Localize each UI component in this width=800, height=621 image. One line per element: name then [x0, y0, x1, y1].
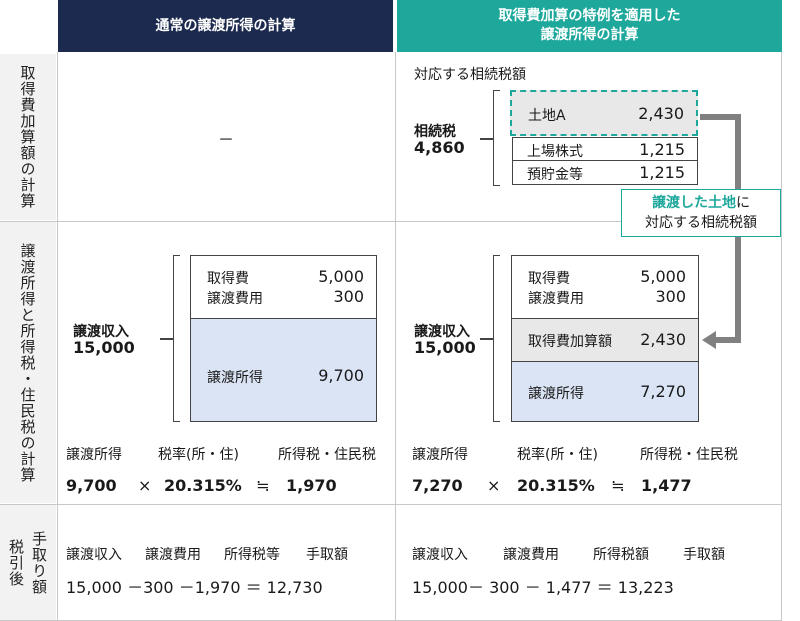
callout-line1: 譲渡した土地に — [622, 193, 780, 213]
special-calc-gain: 7,270 — [412, 476, 463, 495]
normal-calc-label-rate: 税率(所・住) — [158, 447, 239, 463]
normal-calc-gain: 9,700 — [66, 476, 117, 495]
special-gain-label: 譲渡所得 — [528, 386, 584, 402]
asset-row-stocks: 上場株式 1,215 — [512, 137, 698, 161]
asset-stocks-value: 1,215 — [639, 140, 685, 159]
special-income-value: 15,000 — [414, 338, 476, 357]
special-expense-label: 譲渡費用 — [528, 291, 584, 307]
header-normal-label: 通常の譲渡所得の計算 — [155, 17, 296, 34]
normal-net-label-income: 譲渡収入 — [66, 547, 122, 563]
row-label-addition-text: 取得費加算額の計算 — [18, 65, 37, 209]
normal-expense-value: 300 — [333, 287, 364, 306]
normal-income-value: 15,000 — [73, 338, 135, 357]
inheritance-tax-title: 対応する相続税額 — [414, 67, 526, 83]
normal-net-formula: 15,000 －300 －1,970 ＝ 12,730 — [66, 578, 323, 597]
normal-calc-label-gain: 譲渡所得 — [66, 447, 122, 463]
header-special-line1: 取得費加算の特例を適用した — [498, 8, 681, 24]
special-net-label-income: 譲渡収入 — [412, 547, 468, 563]
special-addition-value: 2,430 — [640, 330, 686, 349]
normal-cost-value: 5,000 — [318, 267, 364, 286]
row-label-tax: 譲渡所得と所得税・住民税の計算 — [0, 222, 56, 503]
row-label-net-col2: 手取り額 — [30, 531, 48, 595]
special-net-label-net: 手取額 — [683, 547, 725, 563]
normal-expense-label: 譲渡費用 — [207, 291, 263, 307]
normal-dash: － — [218, 130, 235, 149]
normal-cost-label: 取得費 — [207, 271, 249, 287]
special-cost-box: 取得費 5,000 譲渡費用 300 — [511, 255, 699, 319]
special-gain-value: 7,270 — [640, 382, 686, 401]
normal-gain-box: 譲渡所得 9,700 — [190, 318, 377, 422]
callout-suffix: に — [736, 195, 750, 211]
callout-highlight: 譲渡した土地 — [652, 195, 736, 211]
special-cost-value: 5,000 — [640, 267, 686, 286]
normal-cost-box: 取得費 5,000 譲渡費用 300 — [190, 255, 377, 319]
asset-savings-value: 1,215 — [639, 163, 685, 182]
special-cost-label: 取得費 — [528, 271, 570, 287]
normal-income-label: 譲渡収入 — [73, 324, 129, 340]
special-calc-approx: ≒ — [611, 476, 625, 495]
special-net-label-tax: 所得税額 — [593, 547, 649, 563]
asset-stocks-label: 上場株式 — [527, 144, 583, 160]
asset-row-savings: 預貯金等 1,215 — [512, 160, 698, 185]
header-special-line2: 譲渡所得の計算 — [540, 27, 639, 43]
callout-box: 譲渡した土地に 対応する相続税額 — [621, 189, 781, 237]
asset-land-value: 2,430 — [638, 104, 684, 123]
normal-calc-rate: 20.315% — [164, 476, 242, 495]
special-calc-tax: 1,477 — [641, 476, 692, 495]
inheritance-tax-label: 相続税 — [414, 124, 456, 140]
special-addition-box: 取得費加算額 2,430 — [511, 318, 699, 362]
inheritance-tax-value: 4,860 — [414, 138, 465, 157]
special-calc-label-rate: 税率(所・住) — [517, 447, 598, 463]
special-calc-rate: 20.315% — [517, 476, 595, 495]
header-special: 取得費加算の特例を適用した 譲渡所得の計算 — [397, 0, 782, 52]
callout-line2: 対応する相続税額 — [645, 215, 757, 231]
special-calc-label-gain: 譲渡所得 — [412, 447, 468, 463]
normal-calc-label-tax: 所得税・住民税 — [278, 447, 376, 463]
normal-calc-approx: ≒ — [256, 476, 270, 495]
header-normal: 通常の譲渡所得の計算 — [58, 0, 393, 52]
special-addition-label: 取得費加算額 — [528, 334, 612, 350]
special-net-label-expense: 譲渡費用 — [503, 547, 559, 563]
row-label-net-col1: 税引後 — [7, 539, 25, 587]
special-calc-label-tax: 所得税・住民税 — [640, 447, 738, 463]
normal-net-label-net: 手取額 — [306, 547, 348, 563]
asset-row-land: 土地A 2,430 — [510, 90, 698, 136]
asset-savings-label: 預貯金等 — [527, 167, 583, 183]
row-label-net: 税引後 手取り額 — [0, 505, 56, 621]
normal-calc-tax: 1,970 — [286, 476, 337, 495]
row-label-addition: 取得費加算額の計算 — [0, 54, 56, 220]
asset-land-label: 土地A — [528, 108, 566, 124]
normal-calc-times: × — [138, 476, 152, 495]
normal-net-label-tax: 所得税等 — [224, 547, 280, 563]
special-calc-times: × — [487, 476, 501, 495]
normal-net-label-expense: 譲渡費用 — [145, 547, 201, 563]
normal-gain-value: 9,700 — [318, 366, 364, 385]
row-label-tax-text: 譲渡所得と所得税・住民税の計算 — [18, 242, 37, 483]
special-income-label: 譲渡収入 — [414, 324, 470, 340]
special-net-formula: 15,000－ 300 － 1,477 ＝ 13,223 — [412, 578, 674, 597]
special-expense-value: 300 — [655, 287, 686, 306]
normal-gain-label: 譲渡所得 — [207, 370, 263, 386]
special-gain-box: 譲渡所得 7,270 — [511, 361, 699, 422]
